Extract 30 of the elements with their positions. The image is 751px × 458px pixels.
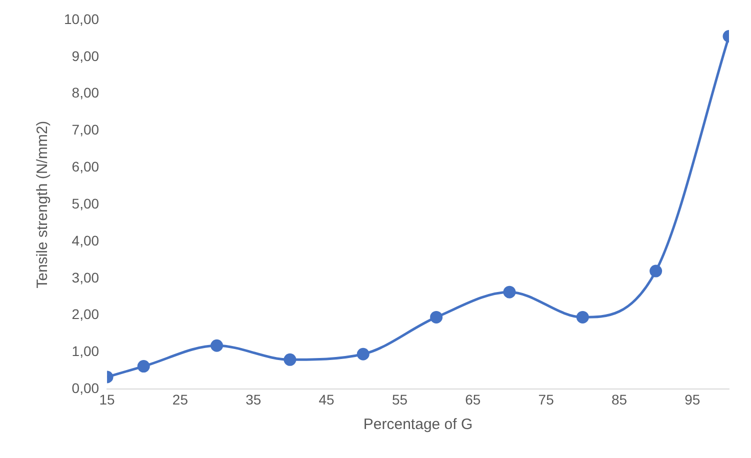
y-axis-title: Tensile strength (N/mm2) (34, 120, 52, 288)
x-tick-label: 15 (99, 391, 116, 408)
y-tick-label: 10,00 (64, 10, 100, 27)
x-tick-label: 55 (392, 391, 408, 408)
point (284, 353, 296, 366)
x-tick-label: 65 (465, 391, 481, 408)
point (503, 286, 516, 298)
point (210, 339, 224, 352)
y-tick-label: 5,00 (72, 195, 100, 212)
x-tick-label: 75 (538, 391, 554, 408)
y-tick-label: 8,00 (72, 84, 100, 101)
x-tick-label: 45 (318, 391, 335, 408)
y-tick-label: 6,00 (72, 158, 100, 175)
x-tick-label: 35 (246, 391, 262, 408)
y-tick-label: 9,00 (72, 48, 100, 64)
point (356, 348, 370, 360)
y-tick-label: 3,00 (72, 269, 100, 286)
x-tick-label: 95 (684, 391, 700, 408)
x-tick-label: 25 (172, 391, 188, 408)
y-tick-label: 1,00 (72, 343, 100, 360)
point (430, 310, 443, 324)
point (576, 310, 589, 324)
point (650, 264, 662, 278)
x-axis-title: Percentage of G (363, 416, 473, 434)
y-tick-label: 0,00 (72, 380, 100, 396)
y-tick-label: 4,00 (72, 232, 100, 248)
y-tick-label: 2,00 (72, 306, 100, 322)
point (137, 360, 150, 373)
x-tick-label: 85 (611, 391, 628, 408)
y-tick-label: 7,00 (72, 122, 100, 138)
